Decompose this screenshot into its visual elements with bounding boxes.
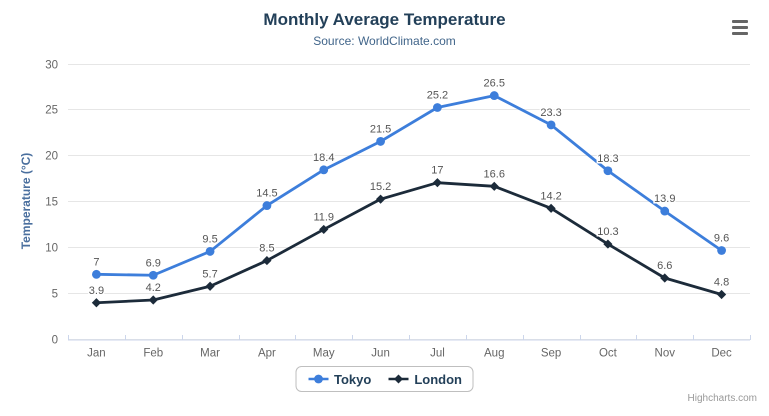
data-label: 4.8 xyxy=(714,277,729,289)
y-axis-title: Temperature (°C) xyxy=(19,152,33,250)
data-point-tokyo[interactable] xyxy=(148,270,158,280)
chart-subtitle: Source: WorldClimate.com xyxy=(313,34,456,48)
x-axis-label: Oct xyxy=(599,348,618,360)
data-label: 26.5 xyxy=(484,78,505,90)
data-point-london[interactable] xyxy=(148,295,158,305)
data-label: 6.6 xyxy=(657,260,672,272)
data-point-tokyo[interactable] xyxy=(660,206,670,216)
data-point-london[interactable] xyxy=(432,178,443,188)
data-point-london[interactable] xyxy=(205,281,215,291)
data-point-tokyo[interactable] xyxy=(603,166,613,176)
data-point-tokyo[interactable] xyxy=(546,120,556,130)
data-point-tokyo[interactable] xyxy=(319,165,329,175)
hamburger-icon xyxy=(732,31,748,35)
x-axis-label: Nov xyxy=(655,348,676,360)
x-axis-label: Feb xyxy=(143,348,163,360)
data-label: 10.3 xyxy=(597,226,618,238)
y-axis-label: 15 xyxy=(45,197,58,209)
y-axis-label: 20 xyxy=(45,151,58,163)
y-axis-label: 10 xyxy=(45,243,58,255)
legend-label: London xyxy=(414,371,462,387)
data-label: 17 xyxy=(431,165,443,177)
data-label: 23.3 xyxy=(540,107,561,119)
data-point-london[interactable] xyxy=(375,194,386,204)
legend-item-tokyo[interactable]: Tokyo xyxy=(307,372,371,387)
data-label: 7 xyxy=(93,256,99,268)
data-label: 5.7 xyxy=(202,268,217,280)
context-menu-button[interactable] xyxy=(732,19,748,35)
data-point-london[interactable] xyxy=(660,273,670,283)
legend-label: Tokyo xyxy=(334,371,372,387)
x-axis-label: Jan xyxy=(87,348,106,360)
data-point-tokyo[interactable] xyxy=(205,247,215,256)
data-label: 15.2 xyxy=(370,181,391,193)
data-label: 18.3 xyxy=(597,153,618,165)
data-label: 21.5 xyxy=(370,123,391,135)
x-axis-label: Apr xyxy=(258,348,276,360)
chart-title: Monthly Average Temperature xyxy=(263,10,506,29)
x-axis-label: Jun xyxy=(371,348,390,360)
data-label: 25.2 xyxy=(427,90,448,102)
data-label: 14.2 xyxy=(540,190,561,202)
data-label: 18.4 xyxy=(313,152,334,164)
data-point-london[interactable] xyxy=(489,181,499,191)
x-axis-label: Jul xyxy=(430,348,445,360)
hamburger-icon xyxy=(732,25,748,29)
y-axis-label: 5 xyxy=(52,289,58,301)
data-point-tokyo[interactable] xyxy=(376,137,385,146)
data-point-london[interactable] xyxy=(262,255,272,266)
highcharts-credits[interactable]: Highcharts.com xyxy=(687,393,757,404)
data-point-london[interactable] xyxy=(91,298,102,308)
data-point-london[interactable] xyxy=(319,224,329,235)
data-label: 16.6 xyxy=(484,168,505,180)
data-label: 11.9 xyxy=(313,211,334,223)
london-marker-icon xyxy=(388,374,409,384)
legend: Tokyo London xyxy=(295,366,474,392)
legend-item-london[interactable]: London xyxy=(387,372,462,387)
data-point-london[interactable] xyxy=(603,239,613,249)
x-axis-label: Sep xyxy=(541,348,561,360)
data-label: 3.9 xyxy=(89,285,104,297)
y-axis-label: 30 xyxy=(45,60,58,72)
y-axis-label: 0 xyxy=(52,335,58,347)
x-axis-label: May xyxy=(313,348,335,360)
data-label: 8.5 xyxy=(259,243,274,255)
data-label: 6.9 xyxy=(146,257,161,269)
data-label: 9.5 xyxy=(202,233,217,245)
data-point-tokyo[interactable] xyxy=(262,201,272,210)
x-axis-label: Aug xyxy=(484,348,504,360)
data-point-london[interactable] xyxy=(546,203,556,213)
series-line-tokyo[interactable] xyxy=(95,94,723,277)
data-label: 13.9 xyxy=(654,193,675,205)
tokyo-marker-icon xyxy=(308,374,329,384)
data-point-tokyo[interactable] xyxy=(489,91,499,100)
hamburger-icon xyxy=(732,19,748,23)
data-label: 14.5 xyxy=(256,188,277,200)
data-point-tokyo[interactable] xyxy=(433,103,442,112)
x-axis-label: Dec xyxy=(711,348,732,360)
data-point-tokyo[interactable] xyxy=(717,246,726,255)
data-point-tokyo[interactable] xyxy=(92,269,101,279)
data-label: 4.2 xyxy=(146,282,161,294)
series-line-london[interactable] xyxy=(95,181,723,305)
data-point-london[interactable] xyxy=(716,289,727,300)
data-label: 9.6 xyxy=(714,233,729,245)
x-axis-label: Mar xyxy=(200,348,220,360)
y-axis-label: 25 xyxy=(45,105,58,117)
